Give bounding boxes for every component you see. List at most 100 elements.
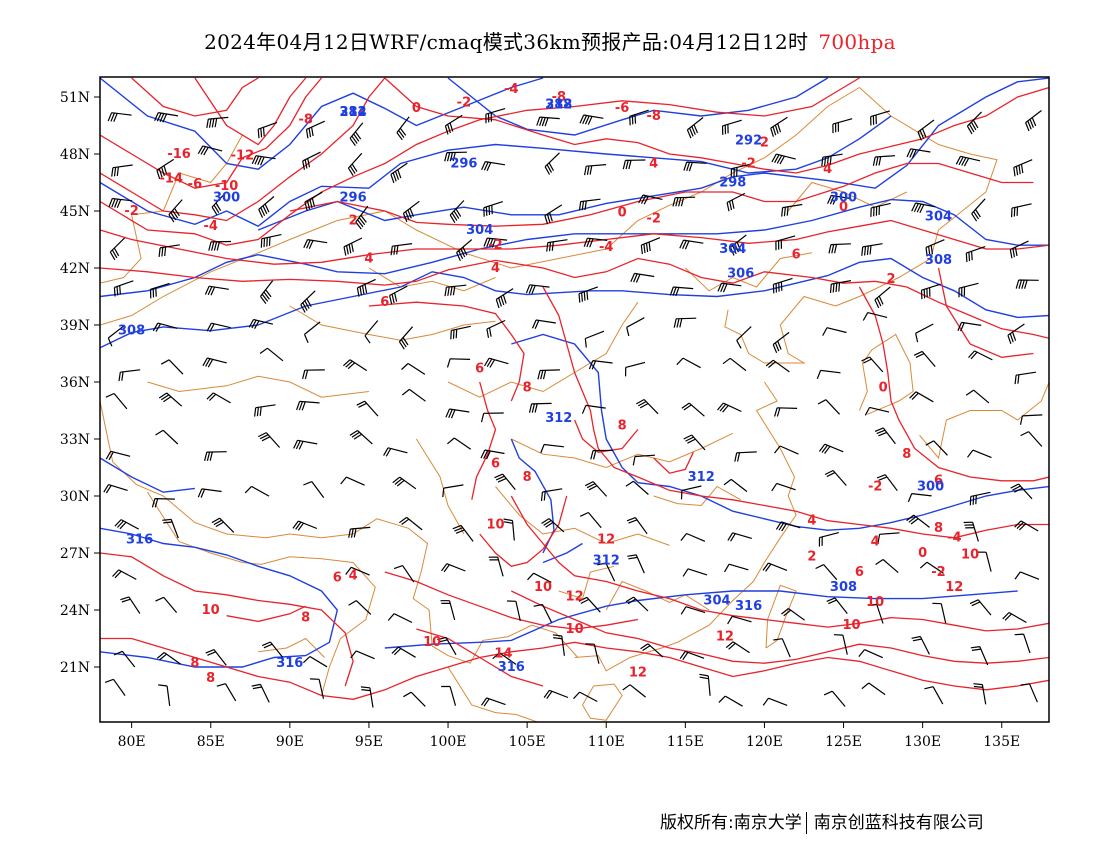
boundary-line <box>574 381 797 672</box>
temperature-label: -10 <box>215 179 239 194</box>
wind-barb <box>622 684 646 698</box>
wind-barb <box>442 484 464 498</box>
wind-barb <box>112 569 137 580</box>
temperature-label: 6 <box>380 295 389 310</box>
wind-barb <box>483 201 503 217</box>
wind-barb <box>1013 159 1033 177</box>
wind-barb <box>109 237 126 261</box>
wind-barb <box>925 239 945 257</box>
temperature-label: 2 <box>349 213 358 228</box>
wind-barb <box>257 121 278 139</box>
temperature-contour <box>573 419 639 453</box>
lon-tick-label: 90E <box>276 734 304 750</box>
wind-barb <box>590 449 614 460</box>
temperature-label: 12 <box>597 533 615 548</box>
wind-barb <box>781 608 805 621</box>
copyright-text: 版权所有:南京大学 <box>660 813 802 833</box>
wind-barb <box>584 481 608 497</box>
temperature-contour <box>100 219 1049 265</box>
lon-tick-label: 130E <box>904 734 941 750</box>
wind-barb <box>676 357 701 369</box>
temperature-contour <box>131 77 259 117</box>
boundary-line <box>724 295 836 364</box>
wind-barb <box>155 429 179 445</box>
lat-tick-label: 24N <box>60 603 90 619</box>
temperature-label: 10 <box>423 635 441 650</box>
wind-barb <box>107 112 132 122</box>
wind-barb <box>727 615 752 625</box>
temperature-label: -8 <box>552 90 566 105</box>
wind-barb <box>533 603 553 623</box>
wind-barb <box>828 243 851 254</box>
wind-barb <box>303 239 328 249</box>
wind-barb <box>862 312 888 321</box>
height-label: 304 <box>719 242 746 257</box>
wind-barb <box>449 200 465 224</box>
wind-barb <box>347 152 363 177</box>
wind-barb <box>581 404 606 414</box>
wind-barb <box>829 280 852 294</box>
height-label: 284 <box>340 105 367 120</box>
wind-barb <box>815 564 838 581</box>
temperature-label: 6 <box>792 248 801 263</box>
wind-barb <box>957 321 982 332</box>
height-contour <box>100 115 892 228</box>
wind-barb <box>401 362 426 375</box>
wind-barb <box>775 521 801 532</box>
temperature-contour <box>479 495 568 568</box>
wind-barb <box>625 596 649 612</box>
lon-tick-label: 120E <box>746 734 783 750</box>
chart-title: 2024年04月12日WRF/cmaq模式36km预报产品:04月12日12时 7… <box>0 26 1100 55</box>
wind-barb <box>1009 240 1029 259</box>
wind-barb <box>251 683 270 703</box>
wind-barb <box>450 325 471 340</box>
wind-barb <box>156 158 175 180</box>
wind-barb <box>300 290 316 313</box>
title-level: 700hpa <box>818 30 896 54</box>
wind-barb <box>304 191 323 211</box>
latitude-axis: 51N 48N 45N 42N 39N 36N 33N 30N 27N 24N 21N <box>60 90 100 676</box>
height-label: 316 <box>498 660 525 675</box>
wind-barb <box>399 516 423 531</box>
wind-barb <box>292 520 318 531</box>
boundary-line <box>368 267 496 292</box>
wind-barb <box>392 476 417 490</box>
wind-barb <box>920 283 941 300</box>
wind-barb <box>152 322 178 332</box>
height-label: 308 <box>118 324 145 339</box>
wind-barb <box>168 199 183 223</box>
wind-barb <box>1007 323 1025 344</box>
wind-barb <box>579 511 602 529</box>
lat-tick-label: 36N <box>60 375 90 391</box>
wind-barb <box>867 603 884 624</box>
wind-barb <box>967 449 992 459</box>
lon-tick-label: 135E <box>983 734 1020 750</box>
wind-barb <box>907 493 932 503</box>
wind-barb <box>206 116 229 129</box>
wind-barb <box>114 519 139 530</box>
temperature-contours <box>100 77 1049 700</box>
wind-barb <box>437 636 457 656</box>
wind-barb <box>444 114 463 135</box>
wind-barb <box>398 326 414 350</box>
wind-barb <box>348 526 371 538</box>
temperature-contour <box>510 495 1049 632</box>
wind-barb <box>356 278 376 297</box>
wind-barb <box>349 429 373 445</box>
wind-barb <box>906 148 931 159</box>
footer-divider <box>805 812 807 834</box>
wind-barb <box>588 360 613 370</box>
wind-barb <box>770 116 788 137</box>
wind-barb <box>911 635 930 655</box>
wind-barb <box>260 234 282 248</box>
temperature-label: -2 <box>741 156 755 171</box>
wind-barb <box>342 359 368 372</box>
boundary-line <box>258 637 325 658</box>
temperature-label: 8 <box>206 671 215 686</box>
height-contour <box>100 457 195 493</box>
wind-barb <box>302 655 328 668</box>
wind-barb <box>965 389 990 404</box>
height-label: 304 <box>466 223 493 238</box>
temperature-contour <box>194 77 307 146</box>
